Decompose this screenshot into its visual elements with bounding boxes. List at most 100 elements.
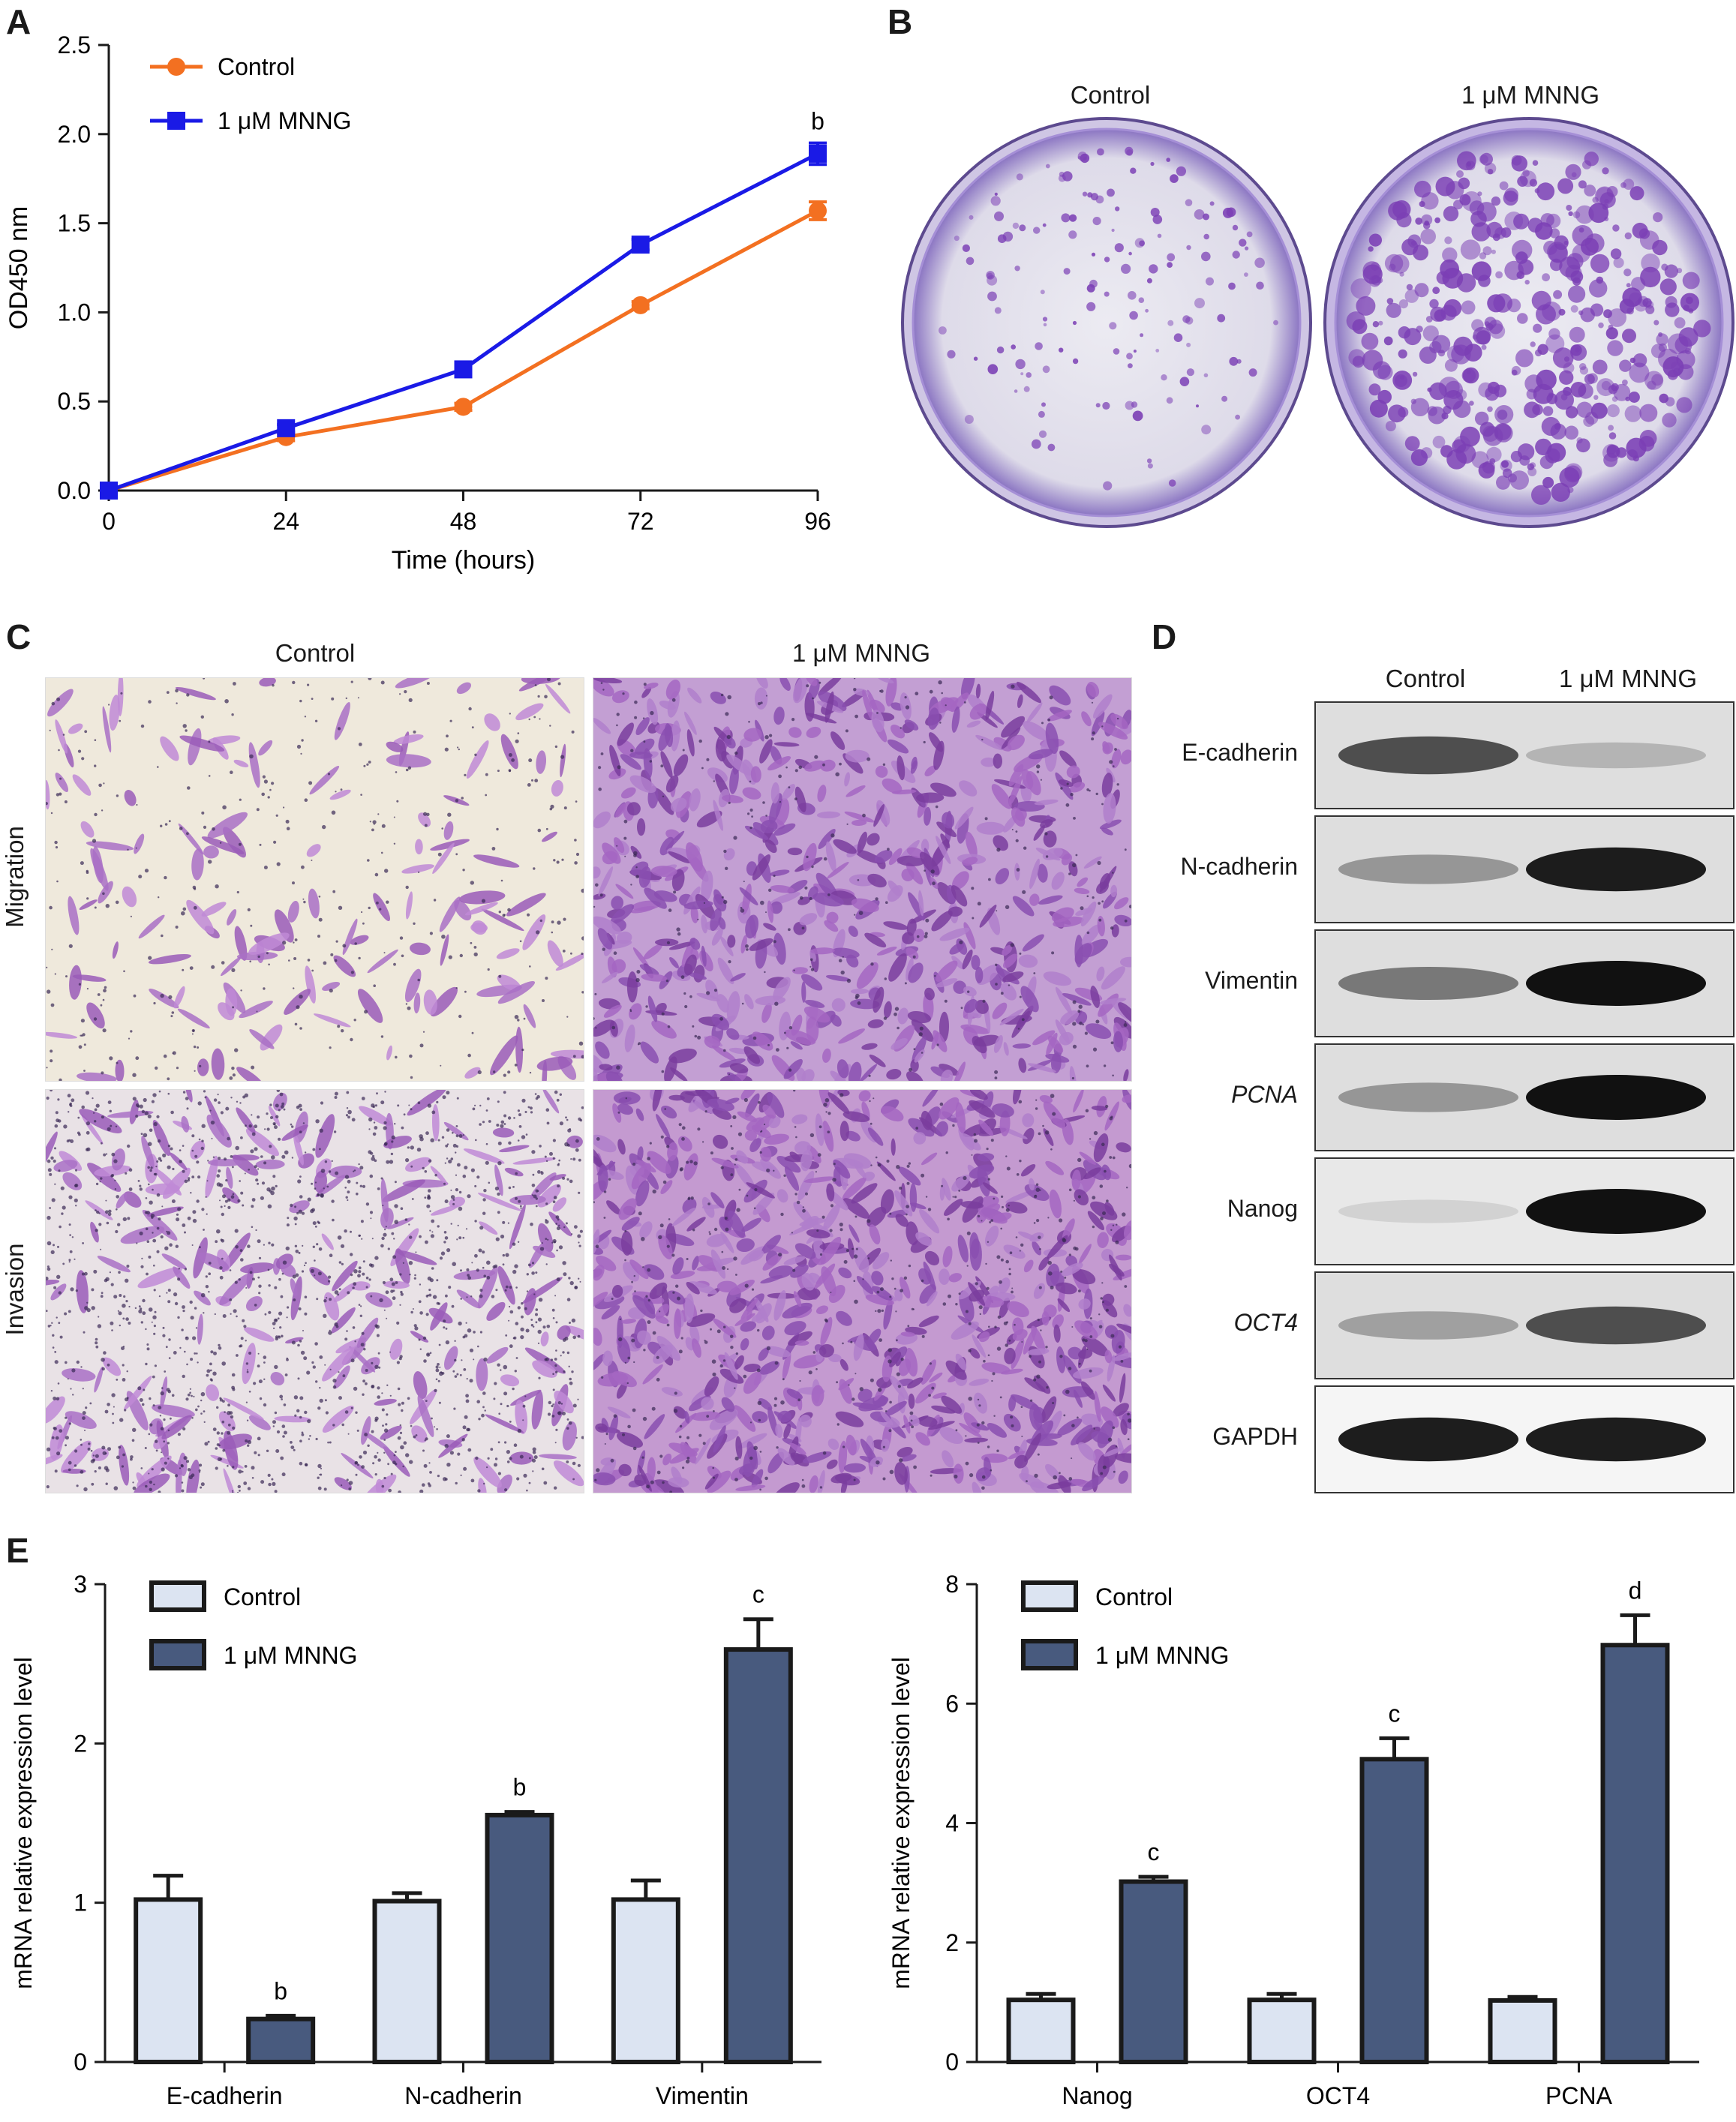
band-mnng [1526,961,1706,1006]
colony [1563,240,1569,245]
colony [1386,298,1394,305]
colony [1580,307,1595,323]
colony [1608,432,1617,440]
colony [1622,380,1628,386]
colony [1361,332,1379,350]
colony [1239,239,1247,247]
colony [1464,344,1482,362]
colony [1548,392,1554,398]
colony [1492,233,1500,242]
legend-swatch [149,1580,206,1612]
colony [1571,172,1577,178]
colony [1551,482,1570,502]
band-control [1338,736,1518,775]
data-point [809,144,827,163]
legend-swatch [1021,1639,1078,1670]
colony [1683,305,1689,311]
colony [1201,425,1212,435]
colony [1542,406,1554,416]
colony [1495,271,1503,279]
colony [1115,206,1120,212]
legend-label: Control [1095,1583,1173,1610]
colony [1125,146,1134,155]
colony [1554,235,1569,251]
colony [1471,319,1484,332]
colony [994,307,1002,314]
bar-control [1006,1997,1076,2064]
colony [990,196,1001,206]
legend-label: 1 μM MNNG [218,107,351,134]
blot-strip-gapdh [1314,1385,1734,1493]
y-tick-label: 8 [945,1571,959,1598]
colony [1179,377,1190,386]
colony [1059,171,1065,177]
colony [1138,297,1145,303]
colony [1372,321,1380,328]
colony [1069,214,1077,222]
colony [966,257,975,266]
colony [1114,243,1124,253]
colony [1601,380,1611,391]
y-tick-label: 4 [945,1810,959,1837]
colony [1446,345,1464,363]
colony [1107,188,1115,197]
colony [1201,251,1211,262]
colony [1132,410,1143,422]
colony [1483,426,1503,446]
colony [1170,174,1179,183]
colony [1109,322,1117,330]
colony [1086,284,1095,293]
colony [987,364,999,375]
colony [1040,290,1045,295]
colony [1461,300,1476,315]
colony [1438,377,1460,398]
colony [1414,180,1431,198]
colony [994,211,1004,221]
colony [1113,348,1120,355]
colony [1584,185,1596,197]
colony [1659,278,1677,296]
colony [1469,200,1485,216]
blot-strip-pcna [1314,1043,1734,1151]
colony [1042,365,1050,374]
colony [964,415,974,424]
colony [1168,479,1176,487]
colony [1431,335,1451,353]
colony [1564,425,1578,440]
colony [1612,224,1620,232]
stemness-mrna-bar-chart: 0 2 4 6 8 mRNA relative expression level c Nano… [888,1571,1699,2109]
colony [1491,249,1496,254]
micro-col-label-mnng: 1 μM MNNG [791,639,930,667]
colony [1603,309,1612,319]
y-tick-label: 0.0 [58,477,91,504]
legend-swatch [149,1639,206,1670]
colony [1385,421,1396,431]
colony [1389,263,1396,271]
legend-label: 1 μM MNNG [224,1642,357,1669]
colony [1515,349,1533,368]
colony [1486,221,1503,239]
colony [1650,344,1665,359]
colony [1607,340,1623,356]
colony [1540,213,1554,227]
micro-row-label-invasion: Invasion [1,1243,29,1336]
colony [1501,460,1509,468]
colony [1589,279,1608,298]
proliferation-line-chart: 0.0 0.5 1.0 1.5 2.0 2.5 0 24 48 72 96 Time (hours) O… [5,32,831,575]
colony-plates [901,117,1734,528]
micro-col-label-control: Control [275,639,356,667]
panel-label-c: C [6,617,32,656]
colony [1628,392,1640,403]
cells [46,678,584,1081]
colony [1103,481,1113,491]
data-point [100,482,118,500]
colony [1616,447,1627,458]
colony [1082,191,1088,197]
colony [1542,476,1554,488]
colony [1033,227,1041,234]
colony [1368,233,1382,247]
colony [1186,245,1191,251]
colony [1014,266,1020,272]
colony [1531,485,1551,505]
colony [1504,188,1518,203]
